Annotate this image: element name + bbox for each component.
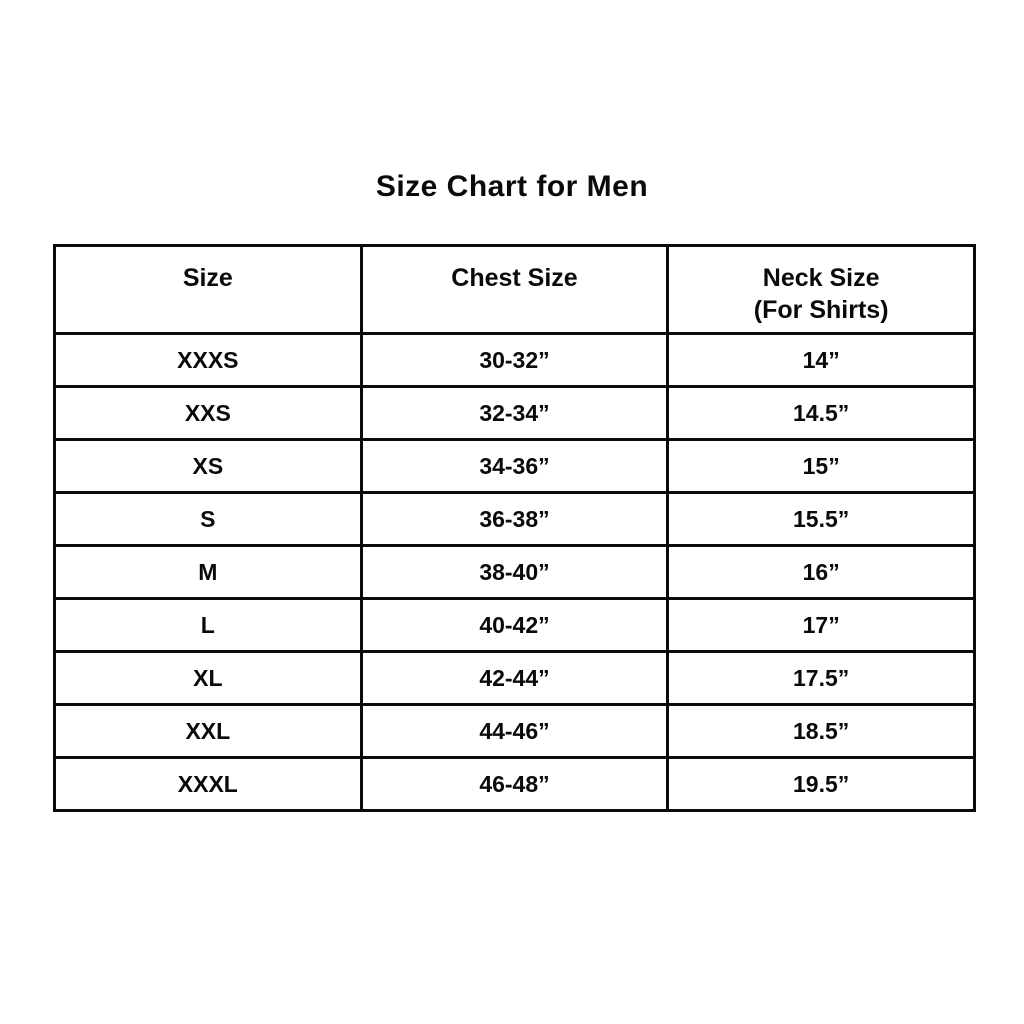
size-cell: XS [53,438,363,494]
neck-size-cell: 15” [666,438,976,494]
size-cell: XXL [53,703,363,759]
neck-size-cell: 19.5” [666,756,976,812]
table-row: M 38-40” 16” [53,544,976,600]
table-row: XXXS 30-32” 14” [53,332,976,388]
column-header-label: Size [182,264,233,292]
chest-size-cell: 30-32” [359,332,670,388]
table-row: XS 34-36” 15” [53,438,976,494]
chest-size-cell: 38-40” [359,544,670,600]
column-header-label: Neck Size [762,264,880,292]
table-row: XXL 44-46” 18.5” [53,703,976,759]
size-cell: XXXL [53,756,363,812]
table-row: XXS 32-34” 14.5” [53,385,976,441]
column-header-label: Chest Size [451,264,578,292]
table-row: L 40-42” 17” [53,597,976,653]
chest-size-cell: 42-44” [359,650,670,706]
size-cell: XL [53,650,363,706]
neck-size-cell: 17” [666,597,976,653]
size-cell: M [53,544,363,600]
column-header-chest-size: Chest Size [359,244,670,335]
table-header-row: Size Chest Size Neck Size (For Shirts) [53,244,976,335]
chest-size-cell: 46-48” [359,756,670,812]
table-row: XXXL 46-48” 19.5” [53,756,976,812]
neck-size-cell: 14” [666,332,976,388]
chest-size-cell: 34-36” [359,438,670,494]
chest-size-cell: 40-42” [359,597,670,653]
chest-size-cell: 32-34” [359,385,670,441]
chest-size-cell: 36-38” [359,491,670,547]
page-title: Size Chart for Men [375,170,649,203]
size-cell: XXXS [53,332,363,388]
size-cell: L [53,597,363,653]
neck-size-cell: 17.5” [666,650,976,706]
neck-size-cell: 18.5” [666,703,976,759]
size-cell: S [53,491,363,547]
chest-size-cell: 44-46” [359,703,670,759]
neck-size-cell: 14.5” [666,385,976,441]
column-header-size: Size [53,244,363,335]
size-cell: XXS [53,385,363,441]
table-row: S 36-38” 15.5” [53,491,976,547]
column-header-neck-size: Neck Size (For Shirts) [666,244,976,335]
table-row: XL 42-44” 17.5” [53,650,976,706]
column-header-sublabel: (For Shirts) [753,296,889,324]
size-chart-table: Size Chest Size Neck Size (For Shirts) X… [53,244,976,812]
neck-size-cell: 15.5” [666,491,976,547]
neck-size-cell: 16” [666,544,976,600]
